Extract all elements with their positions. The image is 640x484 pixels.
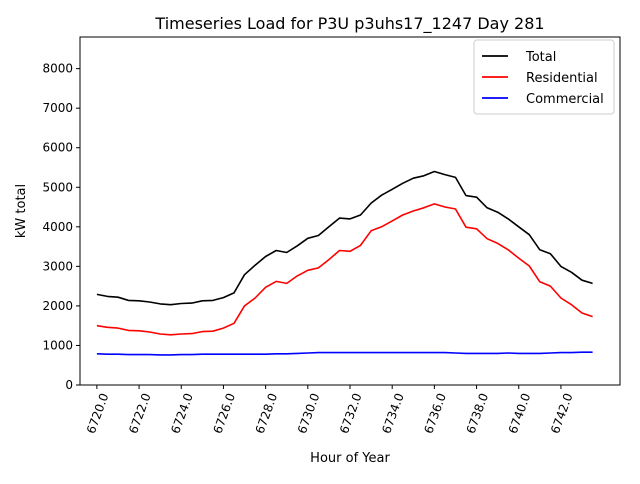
y-tick-label: 4000 bbox=[42, 220, 73, 234]
series-line-commercial bbox=[96, 351, 593, 356]
y-tick-label: 7000 bbox=[42, 101, 73, 115]
chart-title: Timeseries Load for P3U p3uhs17_1247 Day… bbox=[154, 14, 544, 34]
legend-label-residential: Residential bbox=[526, 71, 598, 86]
y-axis-label: kW total bbox=[14, 184, 29, 238]
y-tick-label: 2000 bbox=[42, 299, 73, 313]
y-tick-label: 5000 bbox=[42, 180, 73, 194]
y-tick-label: 6000 bbox=[42, 141, 73, 155]
y-axis: 0 1000 2000 3000 4000 5000 6000 7000 8000 bbox=[42, 62, 80, 392]
series-line-residential bbox=[96, 203, 593, 336]
legend-label-total: Total bbox=[525, 50, 556, 65]
y-tick-label: 0 bbox=[65, 378, 73, 392]
x-axis-label: Hour of Year bbox=[310, 451, 390, 466]
legend: Total Residential Commercial bbox=[473, 39, 615, 115]
y-tick-label: 8000 bbox=[42, 62, 73, 76]
legend-label-commercial: Commercial bbox=[526, 92, 604, 107]
y-tick-label: 1000 bbox=[42, 338, 73, 352]
plot-series bbox=[96, 170, 593, 356]
y-tick-label: 3000 bbox=[42, 259, 73, 273]
legend-frame bbox=[473, 39, 615, 115]
series-line-total bbox=[96, 170, 593, 306]
